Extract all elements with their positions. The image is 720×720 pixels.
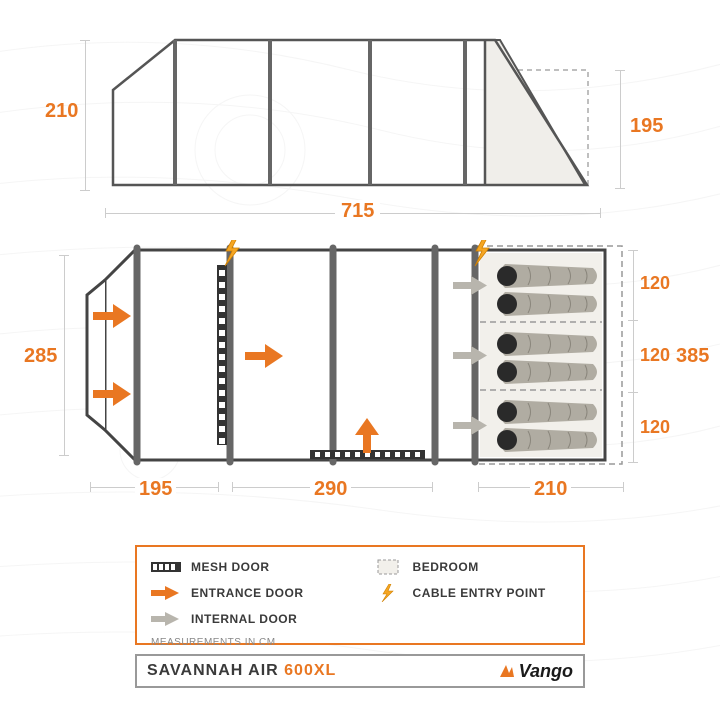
legend-bedroom: BEDROOM bbox=[413, 560, 479, 574]
entrance-door-icon bbox=[151, 585, 181, 601]
plan-view bbox=[75, 240, 635, 470]
legend-box: MESH DOOR ENTRANCE DOOR INTERNAL DOOR ME… bbox=[135, 545, 585, 645]
legend-note: MEASUREMENTS IN CM bbox=[151, 637, 373, 648]
title-bar: SAVANNAH AIR 600XL Vango bbox=[135, 654, 585, 688]
dim-side-height: 210 bbox=[45, 100, 78, 123]
brand-logo: Vango bbox=[499, 661, 573, 682]
dim-line bbox=[620, 70, 621, 188]
dim-rear-depth: 210 bbox=[530, 478, 571, 501]
brand-text: Vango bbox=[519, 661, 573, 682]
dim-line bbox=[85, 40, 86, 190]
mesh-door-icon bbox=[151, 559, 181, 575]
brand-mark-icon bbox=[499, 663, 515, 679]
dim-bed-total: 385 bbox=[676, 345, 709, 368]
title-suffix: 600XL bbox=[284, 662, 336, 679]
dim-total-length: 715 bbox=[335, 200, 380, 223]
dim-awning-height: 195 bbox=[630, 115, 663, 138]
dim-bed-3: 120 bbox=[640, 417, 670, 438]
mesh-door-vertical bbox=[217, 265, 227, 445]
bedroom-icon bbox=[373, 559, 403, 575]
side-elevation bbox=[105, 35, 605, 190]
dim-mid-depth: 290 bbox=[310, 478, 351, 501]
product-title: SAVANNAH AIR 600XL bbox=[147, 662, 336, 680]
legend-entrance-door: ENTRANCE DOOR bbox=[191, 586, 304, 600]
legend-mesh-door: MESH DOOR bbox=[191, 560, 270, 574]
dim-bed-2: 120 bbox=[640, 345, 670, 366]
dim-bed-1: 120 bbox=[640, 273, 670, 294]
dim-front-depth: 195 bbox=[135, 478, 176, 501]
dim-plan-width: 285 bbox=[24, 345, 57, 368]
internal-door-icon bbox=[151, 611, 181, 627]
legend-internal-door: INTERNAL DOOR bbox=[191, 612, 297, 626]
title-name: SAVANNAH AIR bbox=[147, 662, 279, 679]
legend-cable-entry: CABLE ENTRY POINT bbox=[413, 586, 546, 600]
cable-entry-icon bbox=[373, 585, 403, 601]
